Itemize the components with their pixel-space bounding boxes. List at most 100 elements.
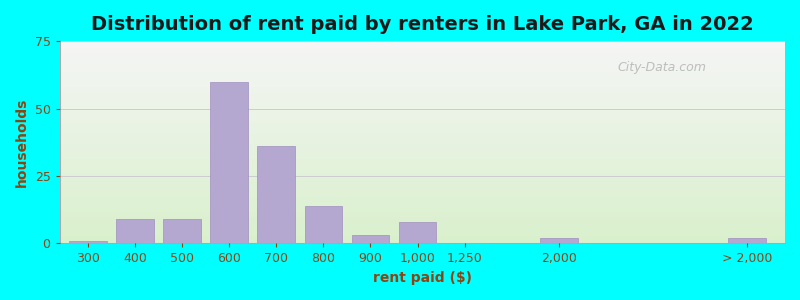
Bar bbox=[59, 213, 785, 214]
Bar bbox=[59, 90, 785, 91]
Bar bbox=[305, 206, 342, 243]
Bar bbox=[59, 63, 785, 64]
Bar bbox=[59, 225, 785, 226]
Bar bbox=[59, 219, 785, 220]
Bar bbox=[59, 206, 785, 207]
Bar bbox=[59, 59, 785, 60]
Bar bbox=[59, 117, 785, 118]
Bar bbox=[59, 116, 785, 117]
Bar bbox=[59, 234, 785, 235]
Bar bbox=[59, 187, 785, 188]
Bar bbox=[59, 203, 785, 204]
Bar bbox=[59, 190, 785, 191]
Bar bbox=[59, 93, 785, 94]
Bar bbox=[59, 76, 785, 77]
Bar bbox=[59, 202, 785, 203]
Bar bbox=[59, 106, 785, 107]
Bar bbox=[59, 197, 785, 198]
Bar bbox=[59, 126, 785, 127]
Bar bbox=[59, 145, 785, 146]
Bar bbox=[59, 41, 785, 42]
Bar bbox=[59, 176, 785, 177]
Bar bbox=[59, 233, 785, 234]
Bar bbox=[59, 155, 785, 156]
Bar bbox=[59, 102, 785, 103]
Bar bbox=[59, 199, 785, 200]
Bar bbox=[59, 91, 785, 92]
Bar bbox=[59, 193, 785, 194]
Bar bbox=[59, 43, 785, 44]
Bar bbox=[59, 52, 785, 53]
Bar bbox=[59, 216, 785, 217]
Bar bbox=[59, 169, 785, 171]
Bar bbox=[59, 238, 785, 239]
Bar bbox=[59, 196, 785, 197]
Bar bbox=[59, 46, 785, 47]
Bar bbox=[59, 92, 785, 93]
Bar bbox=[59, 217, 785, 218]
Bar bbox=[59, 235, 785, 236]
Bar bbox=[59, 50, 785, 51]
Bar bbox=[59, 56, 785, 57]
Bar bbox=[59, 240, 785, 242]
Bar bbox=[59, 163, 785, 164]
Bar bbox=[59, 121, 785, 122]
Bar bbox=[59, 80, 785, 81]
Bar bbox=[59, 172, 785, 174]
Bar bbox=[59, 204, 785, 205]
Bar bbox=[59, 53, 785, 54]
Bar bbox=[59, 70, 785, 71]
Bar bbox=[59, 68, 785, 69]
Bar bbox=[59, 239, 785, 240]
Bar bbox=[59, 61, 785, 62]
Bar bbox=[59, 186, 785, 187]
Bar bbox=[59, 47, 785, 48]
Bar bbox=[398, 222, 437, 243]
Bar bbox=[59, 133, 785, 134]
Bar bbox=[59, 227, 785, 228]
Bar bbox=[59, 168, 785, 169]
Bar bbox=[59, 54, 785, 55]
Bar bbox=[59, 192, 785, 193]
Bar bbox=[59, 229, 785, 230]
Bar bbox=[59, 109, 785, 110]
Bar bbox=[59, 194, 785, 195]
Bar bbox=[59, 149, 785, 150]
Bar bbox=[59, 79, 785, 80]
Bar bbox=[59, 208, 785, 209]
Bar bbox=[59, 147, 785, 148]
Bar bbox=[59, 148, 785, 149]
Bar bbox=[540, 238, 578, 243]
Bar bbox=[59, 210, 785, 211]
Bar bbox=[59, 110, 785, 111]
Bar bbox=[59, 209, 785, 210]
Bar bbox=[59, 74, 785, 76]
Text: City-Data.com: City-Data.com bbox=[618, 61, 706, 74]
Bar bbox=[59, 226, 785, 227]
Bar bbox=[59, 120, 785, 121]
Bar bbox=[59, 127, 785, 128]
Bar bbox=[258, 146, 295, 243]
Bar bbox=[59, 85, 785, 87]
Bar bbox=[59, 60, 785, 61]
Bar bbox=[59, 119, 785, 120]
Bar bbox=[59, 124, 785, 125]
Bar bbox=[59, 207, 785, 208]
Bar bbox=[59, 183, 785, 184]
Bar bbox=[59, 142, 785, 143]
Bar bbox=[59, 236, 785, 237]
Bar bbox=[59, 154, 785, 155]
Bar bbox=[116, 219, 154, 243]
Bar bbox=[59, 220, 785, 221]
Bar bbox=[59, 237, 785, 238]
Bar bbox=[59, 179, 785, 180]
Bar bbox=[59, 214, 785, 215]
Bar bbox=[59, 115, 785, 116]
Bar bbox=[59, 122, 785, 123]
Bar bbox=[59, 141, 785, 142]
Bar bbox=[59, 97, 785, 98]
Bar bbox=[59, 198, 785, 199]
X-axis label: rent paid ($): rent paid ($) bbox=[373, 271, 472, 285]
Bar bbox=[59, 51, 785, 52]
Bar bbox=[59, 99, 785, 100]
